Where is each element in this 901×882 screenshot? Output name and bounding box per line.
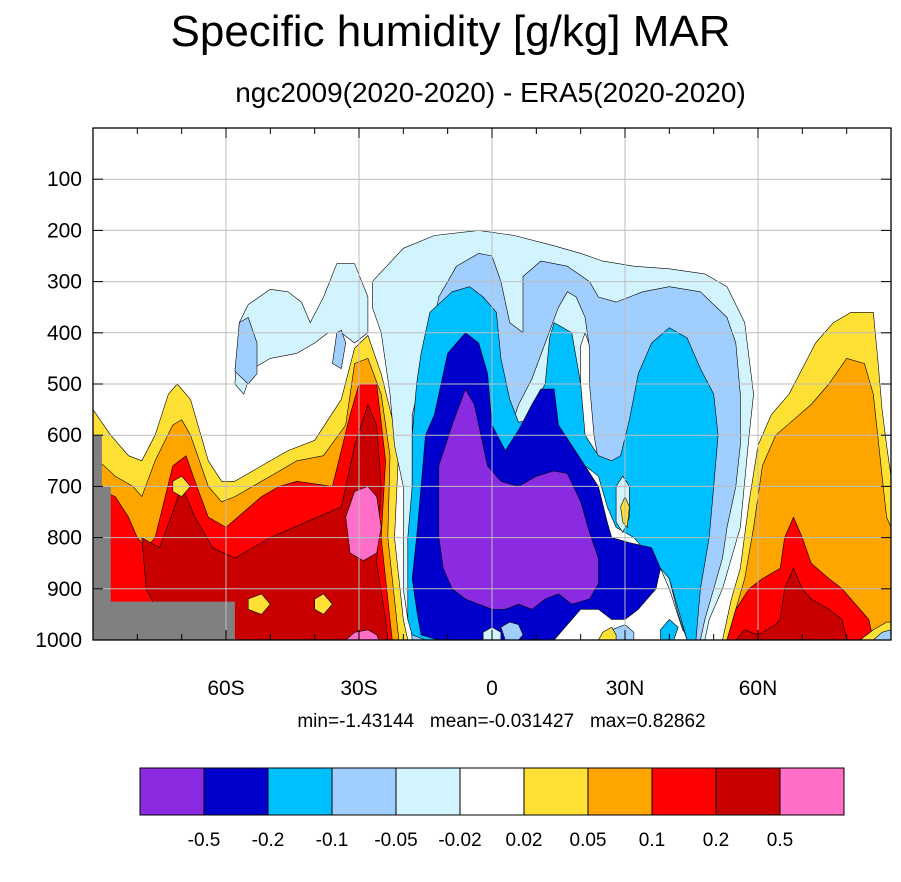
- legend-label-3: -0.05: [374, 830, 417, 851]
- contour-region-6: [247, 593, 271, 615]
- legend-label-7: 0.1: [639, 830, 665, 851]
- legend-swatch-7: [587, 767, 653, 816]
- y-tick-label-1: 200: [47, 219, 82, 242]
- legend-label-6: 0.05: [570, 830, 607, 851]
- legend-swatch-6: [523, 767, 589, 816]
- y-tick-label-4: 500: [47, 373, 82, 396]
- legend-label-1: -0.2: [252, 830, 285, 851]
- contour-region-5: [345, 629, 380, 640]
- legend-swatch-3: [331, 767, 397, 816]
- legend-label-5: 0.02: [506, 830, 543, 851]
- y-tick-label-5: 600: [47, 424, 82, 447]
- x-tick-label-3: 30N: [606, 677, 645, 700]
- y-tick-label-0: 100: [47, 168, 82, 191]
- contour-region-21: [598, 626, 617, 640]
- tick-layer: 60S 30S 0 30N 60N 100 200 300 400 500 600 700 800 900…: [35, 128, 891, 700]
- legend-label-8: 0.2: [703, 830, 729, 851]
- contour-region-18: [438, 388, 599, 610]
- y-tick-label-7: 800: [47, 527, 82, 550]
- contour-region-19: [500, 621, 524, 640]
- x-tick-label-2: 0: [486, 677, 498, 700]
- legend-label-2: -0.1: [316, 830, 349, 851]
- contour-region-11: [332, 329, 347, 369]
- y-tick-label-2: 300: [47, 271, 82, 294]
- legend-swatch-9: [715, 767, 781, 816]
- chart-title: Specific humidity [g/kg] MAR: [170, 7, 731, 56]
- y-tick-label-6: 700: [47, 475, 82, 498]
- stats-line: min=-1.43144 mean=-0.031427 max=0.82862: [297, 711, 706, 732]
- contour-region-9: [234, 263, 369, 395]
- legend-swatch-1: [203, 767, 269, 816]
- contour-region-29: [872, 629, 891, 640]
- y-tick-label-9: 1000: [35, 629, 82, 652]
- contour-region-16: [660, 619, 679, 640]
- legend-colorbar: -0.5 -0.2 -0.1 -0.05 -0.02 0.02 0.05 0.1 0.2 0.5: [139, 767, 845, 851]
- legend-label-0: -0.5: [188, 830, 221, 851]
- legend-label-9: 0.5: [767, 830, 793, 851]
- missing-data-region-0: [93, 435, 235, 640]
- legend-swatch-5: [459, 767, 525, 816]
- contour-region-25: [726, 358, 891, 640]
- legend-swatch-4: [395, 767, 461, 816]
- legend-swatch-10: [779, 767, 845, 816]
- x-tick-label-4: 60N: [739, 677, 778, 700]
- x-tick-label-1: 30S: [340, 677, 377, 700]
- legend-swatch-0: [139, 767, 205, 816]
- legend-label-4: -0.02: [438, 830, 481, 851]
- x-tick-label-0: 60S: [207, 677, 244, 700]
- contour-region-7: [314, 593, 333, 615]
- legend-swatch-8: [651, 767, 717, 816]
- contour-region-27: [735, 567, 848, 640]
- legend-swatch-2: [267, 767, 333, 816]
- chart-subtitle: ngc2009(2020-2020) - ERA5(2020-2020): [235, 77, 746, 108]
- y-tick-label-8: 900: [47, 578, 82, 601]
- y-tick-label-3: 400: [47, 322, 82, 345]
